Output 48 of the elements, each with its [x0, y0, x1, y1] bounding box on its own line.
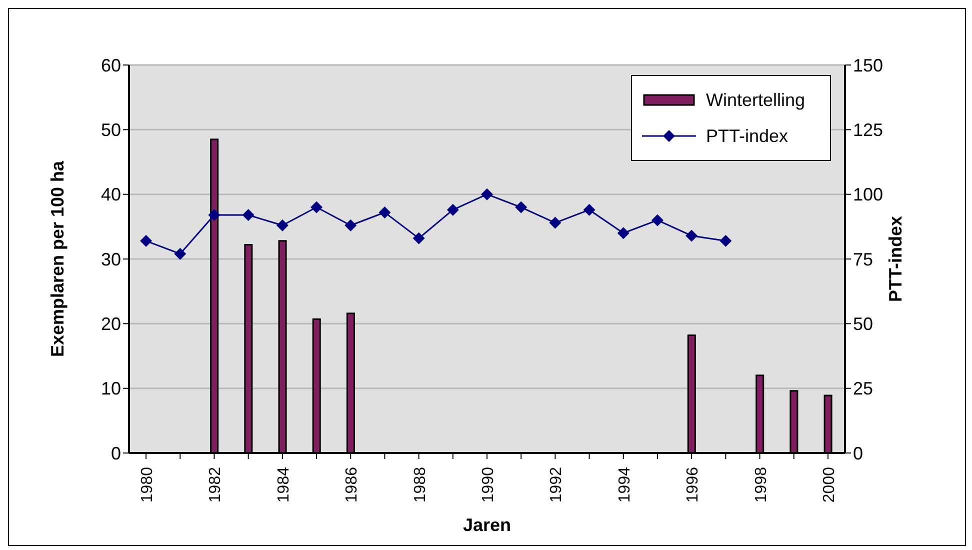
- x-tick-label: 2000: [820, 466, 838, 503]
- point: [242, 209, 254, 222]
- point: [378, 206, 391, 218]
- point: [140, 234, 152, 247]
- y2-tick-label: 150: [853, 55, 884, 76]
- x-tick-label: 1994: [616, 466, 634, 503]
- x-tick-label: 1984: [275, 466, 292, 503]
- y2-tick-label: 125: [853, 120, 884, 140]
- point: [276, 219, 288, 232]
- point: [515, 201, 528, 214]
- y-tick-label: 50: [100, 120, 121, 140]
- y2-tick-label: 25: [853, 378, 874, 399]
- y2-tick-label: 100: [853, 184, 884, 205]
- point: [481, 188, 493, 200]
- y2-tick-label: 75: [853, 249, 874, 270]
- y-tick-label: 0: [110, 443, 121, 464]
- x-tick-label: 1990: [480, 466, 497, 503]
- x-tick-label: 1996: [684, 466, 702, 503]
- point: [617, 227, 630, 240]
- x-tick-label: 1992: [548, 466, 566, 503]
- y-tick-label: 60: [100, 55, 121, 76]
- y-axis-title: Exemplaren per 100 ha: [47, 160, 68, 358]
- y-tick-label: 20: [100, 314, 121, 334]
- y-tick-label: 30: [100, 249, 121, 270]
- legend-label: PTT-index: [706, 126, 788, 146]
- point: [686, 230, 698, 242]
- point: [344, 219, 357, 232]
- y2-axis-title: PTT-index: [885, 216, 906, 302]
- x-axis-title: Jaren: [462, 515, 512, 535]
- x-tick-label: 1982: [207, 466, 224, 503]
- x-tick-label: 1980: [139, 466, 156, 503]
- y2-tick-label: 50: [853, 314, 874, 334]
- point: [446, 204, 459, 216]
- point: [174, 248, 186, 260]
- legend-label: Wintertelling: [706, 90, 806, 110]
- x-tick-label: 1986: [344, 466, 361, 503]
- y-tick-label: 10: [100, 378, 121, 399]
- point: [651, 214, 664, 226]
- y2-tick-label: 0: [853, 443, 864, 464]
- x-tick-label: 1988: [412, 466, 429, 503]
- x-tick-label: 1998: [752, 466, 770, 503]
- point: [208, 209, 220, 222]
- point: [583, 204, 596, 216]
- point: [720, 234, 732, 247]
- point: [412, 232, 425, 244]
- point: [549, 216, 562, 229]
- point: [310, 201, 323, 214]
- y-tick-label: 40: [100, 184, 121, 205]
